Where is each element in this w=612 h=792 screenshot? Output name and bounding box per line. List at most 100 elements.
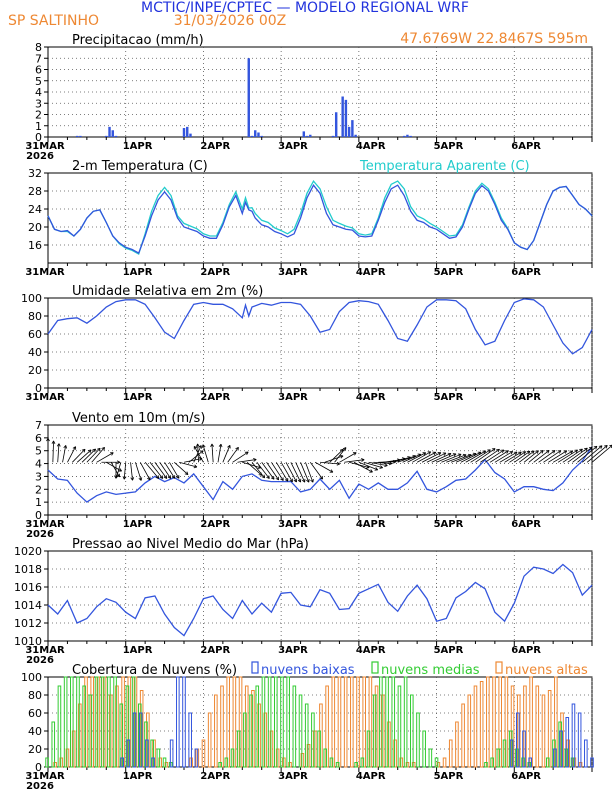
wind-arrow-head (197, 443, 200, 447)
wind-plot (46, 438, 612, 503)
cloud-ytick-label: 40 (28, 725, 42, 738)
wind-arrow-shaft (373, 461, 392, 464)
wind-arrow-head (167, 476, 171, 479)
wind-arrow (397, 454, 416, 463)
temp-xtick-label: 31MAR (25, 267, 65, 278)
wind-arrow-shaft (130, 462, 133, 481)
wind-arrow-head (433, 452, 437, 456)
wind-arrow (324, 454, 344, 463)
wind-arrow-head (235, 446, 239, 450)
cloud-xtick-label: 1APR (123, 771, 153, 782)
wind-arrow (309, 462, 324, 480)
cloud-high-bar (269, 730, 274, 768)
wind-arrow (470, 449, 491, 463)
temp-xtick-label: 3APR (278, 267, 308, 278)
cloud-high-bar (368, 676, 373, 768)
rh-ytick-label: 20 (28, 364, 42, 377)
wind-arrow (499, 451, 518, 463)
cloud-ytick-label: 0 (35, 761, 42, 774)
precip-ytick-label: 0 (35, 131, 42, 144)
wind-arrow (271, 462, 284, 481)
wind-arrow-shaft (227, 447, 239, 463)
wind-arrow (164, 462, 176, 479)
wind-arrow-head (535, 450, 539, 452)
pres-ytick-label: 1010 (14, 635, 42, 648)
wind-arrow-head (94, 448, 96, 453)
wind-arrow (101, 460, 121, 465)
wind-arrow-shaft (358, 461, 378, 471)
cloud-xtick-label: 2APR (200, 771, 230, 782)
cloud-low-bar (528, 757, 532, 768)
wind-arrow-shaft (159, 462, 172, 479)
wind-arrow-head (600, 445, 603, 449)
wind-arrow-shaft (309, 462, 323, 480)
wind-arrow-shaft (460, 451, 482, 463)
wind-arrow-shaft (193, 446, 204, 463)
cloud-low-bar (169, 739, 174, 768)
cloud-high-bar (288, 762, 292, 768)
cloud-high-bar (535, 685, 540, 768)
precip-bar (347, 126, 351, 137)
wind-arrow (159, 462, 172, 479)
precip-ytick-label: 8 (35, 41, 42, 54)
wind-ytick-label: 6 (35, 432, 42, 445)
wind-arrow-shaft (494, 451, 513, 463)
wind-arrow-head (157, 475, 160, 479)
cloud-low-bar (553, 748, 557, 768)
cloud-ytick-label: 80 (28, 689, 42, 702)
wind-arrow-head (523, 451, 526, 455)
wind-arrow (353, 461, 373, 473)
wind-arrow-head (463, 454, 467, 458)
cloud-high-bar (108, 694, 113, 768)
wind-arrow (246, 461, 263, 476)
wind-arrow-shaft (123, 462, 127, 480)
precip-bar (182, 128, 186, 137)
wind-arrow (577, 445, 598, 463)
pres-ytick-label: 1012 (14, 617, 42, 630)
wind-arrow-head (541, 450, 544, 454)
wind-arrow-head (65, 445, 68, 449)
wind-arrow (407, 452, 427, 463)
cloud-high-bar (282, 757, 286, 768)
wind-arrow (484, 449, 505, 463)
wind-arrow-head (96, 447, 101, 450)
wind-arrow (261, 462, 275, 480)
precip-bar (402, 135, 406, 137)
precip-bar (409, 135, 412, 137)
cloud-middle-bar (410, 694, 414, 768)
cloud-middle-bar (261, 676, 266, 768)
wind-arrow-head (580, 448, 583, 453)
wind-arrow (538, 450, 556, 463)
wind-arrow-head (502, 449, 505, 454)
wind-xtick-label: 4APR (356, 519, 386, 530)
wind-arrow-shaft (504, 451, 522, 463)
cloud-high-bar (263, 712, 268, 768)
wind-arrow-head (186, 471, 189, 475)
wind-arrow-head (261, 476, 265, 479)
wind-xtick-label: 5APR (434, 519, 464, 530)
cloud-middle-bar (100, 676, 105, 768)
rh-xtick-label: 3APR (278, 392, 308, 403)
wind-arrow (290, 462, 302, 483)
wind-arrow (232, 451, 249, 463)
temp-xtick-label: 5APR (434, 267, 464, 278)
wind-arrow-head (515, 451, 518, 456)
rh-xtick-label: 4APR (356, 392, 386, 403)
wind-xtick-label: 6APR (511, 519, 541, 530)
wind-arrow-head (379, 467, 383, 469)
wind-arrow-head (506, 450, 509, 454)
temp-plot (47, 179, 593, 255)
rh-ytick-label: 40 (28, 346, 42, 359)
cloud-ytick-label: 20 (28, 743, 42, 756)
cloud-middle-bar (113, 676, 117, 768)
wind-arrow-shaft (57, 443, 60, 463)
rh-xtick-label: 1APR (123, 392, 153, 403)
cloud-low-bar (182, 676, 186, 768)
wind-arrow-head (246, 451, 249, 456)
cloud-high-bar (275, 748, 280, 768)
wind-arrow-head (111, 452, 114, 456)
wind-arrow-head (443, 452, 447, 456)
cloud-high-bar (405, 762, 410, 768)
wind-ytick-label: 1 (35, 496, 42, 509)
